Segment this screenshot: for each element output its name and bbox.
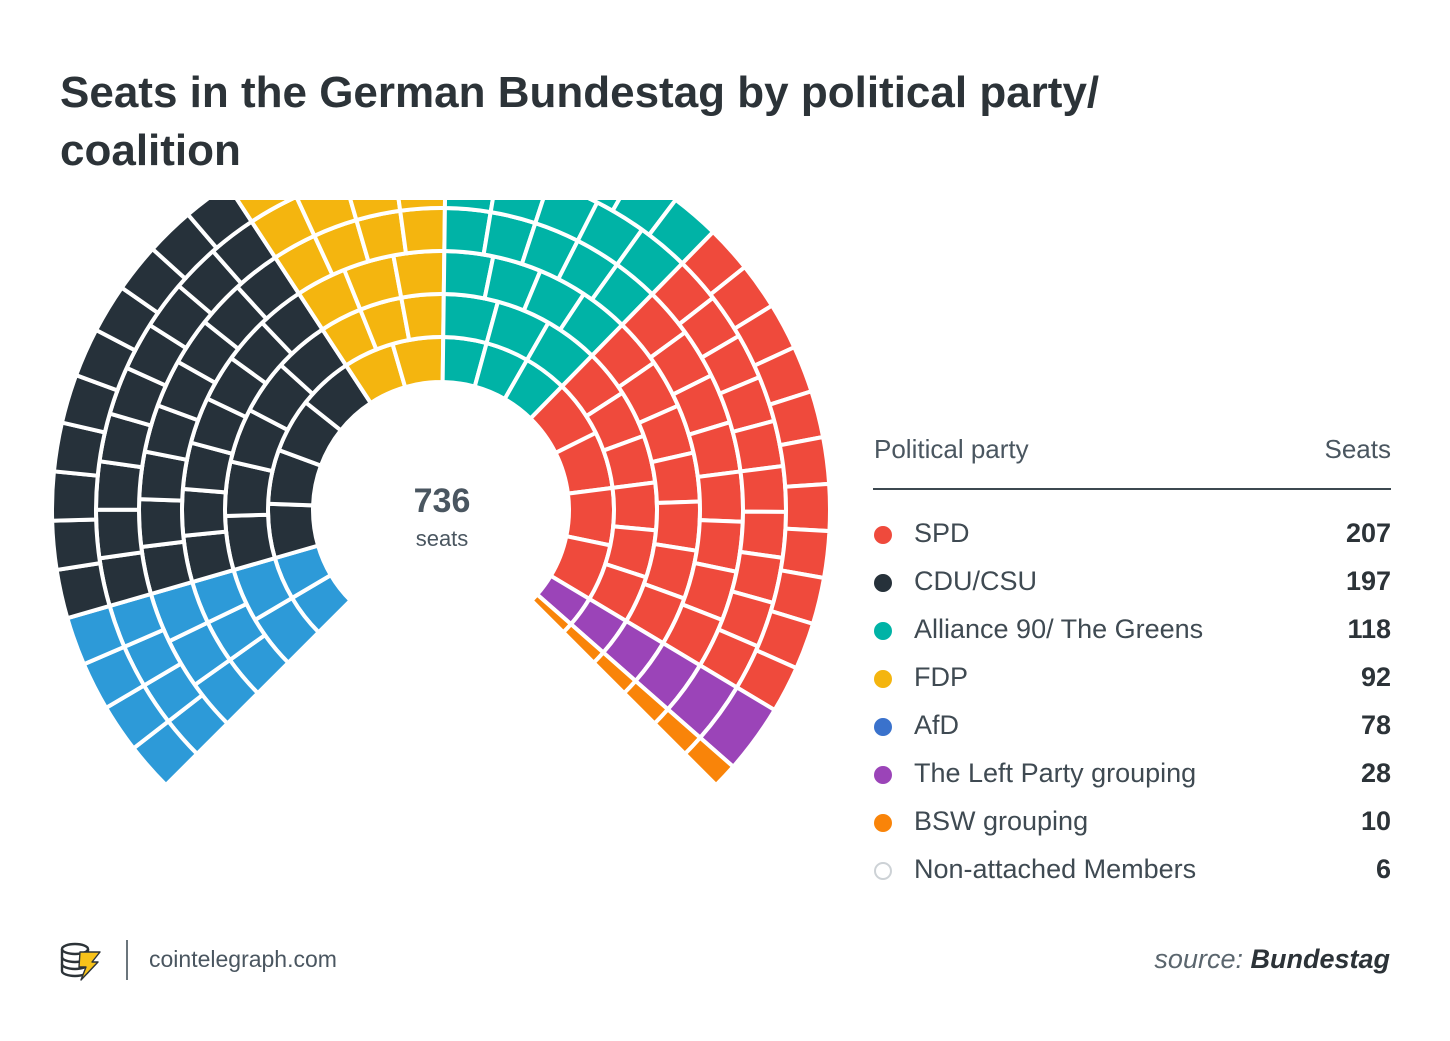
legend-row: The Left Party grouping 28 xyxy=(873,756,1391,804)
legend-seat-count: 10 xyxy=(1360,806,1391,836)
seat-cell-cdu-csu xyxy=(50,469,100,523)
site-link[interactable]: cointelegraph.com xyxy=(149,946,337,972)
legend-seat-count: 92 xyxy=(1360,662,1391,692)
legend-seat-count: 6 xyxy=(1375,854,1391,884)
seat-cell-cdu-csu xyxy=(50,517,103,573)
legend-row: SPD 207 xyxy=(873,516,1391,564)
seat-cell-cdu-csu xyxy=(180,486,229,539)
seat-cell-spd xyxy=(783,481,832,534)
legend-seat-count: 28 xyxy=(1360,758,1391,788)
seat-cell-cdu-csu xyxy=(137,497,187,550)
seat-cell-spd xyxy=(695,469,745,524)
seats-column-header: Seats xyxy=(1324,434,1392,464)
seat-cell-cdu-csu xyxy=(54,560,113,621)
legend-swatch xyxy=(874,622,892,640)
seat-cell-bsw-grouping xyxy=(682,734,737,788)
legend-seat-count: 197 xyxy=(1345,566,1391,596)
legend-row: FDP 92 xyxy=(873,660,1391,708)
seat-cell-fdp xyxy=(284,200,295,204)
legend-party-name: The Left Party grouping xyxy=(914,758,1197,788)
seat-cell-cdu-csu xyxy=(93,458,145,512)
page-title: Seats in the German Bundestag by politic… xyxy=(60,68,1100,175)
footer-divider xyxy=(126,940,128,980)
legend-seat-count: 207 xyxy=(1345,518,1391,548)
legend-party-name: Non-attached Members xyxy=(914,854,1197,884)
seat-cell-fdp xyxy=(396,200,448,214)
cointelegraph-logo-icon xyxy=(60,942,101,981)
legend-table: Political party Seats SPD 207 CDU/CSU 197 Al… xyxy=(873,428,1391,900)
legend-party-name: SPD xyxy=(914,518,970,548)
legend-swatch xyxy=(874,718,892,736)
parliament-chart: 736 seats xyxy=(0,200,880,920)
party-column-header: Political party xyxy=(874,434,1029,464)
legend-party-name: BSW grouping xyxy=(914,806,1089,836)
seat-cell-spd xyxy=(649,450,702,506)
seat-cell-spd xyxy=(738,463,788,514)
legend-row: BSW grouping 10 xyxy=(873,804,1391,852)
chart-svg xyxy=(50,200,832,788)
legend-swatch xyxy=(874,814,892,832)
legend-swatch xyxy=(874,670,892,688)
legend-party-name: AfD xyxy=(914,710,960,740)
seat-cell-spd xyxy=(777,434,832,489)
source-prefix: source: xyxy=(1154,944,1243,974)
legend-rows: SPD 207 CDU/CSU 197 Alliance 90/ The Greens 1… xyxy=(873,516,1391,900)
legend-party-name: Alliance 90/ The Greens xyxy=(914,614,1204,644)
legend-swatch xyxy=(874,526,892,544)
legend-swatch xyxy=(874,574,892,592)
legend-seat-count: 78 xyxy=(1360,710,1391,740)
legend-swatch xyxy=(874,862,892,880)
legend-swatch xyxy=(874,766,892,784)
source-credit: source: Bundestag xyxy=(1154,944,1390,975)
source-name: Bundestag xyxy=(1250,944,1390,974)
total-seats-value: 736 xyxy=(413,482,471,520)
total-seats-unit: seats xyxy=(415,526,469,551)
legend-party-name: FDP xyxy=(914,662,968,692)
seat-cell-spd xyxy=(610,480,659,533)
seat-cell-fdp xyxy=(397,206,447,256)
legend-row: Alliance 90/ The Greens 118 xyxy=(873,612,1391,660)
legend-row: AfD 78 xyxy=(873,708,1391,756)
legend-header: Political party Seats xyxy=(873,428,1391,490)
legend-row: Non-attached Members 6 xyxy=(873,852,1391,900)
legend-row: CDU/CSU 197 xyxy=(873,564,1391,612)
legend-party-name: CDU/CSU xyxy=(914,566,1038,596)
seat-cell-fdp xyxy=(398,292,446,343)
seat-cell-fdp xyxy=(391,249,447,301)
seat-cell-cdu-csu xyxy=(93,507,145,561)
legend-seat-count: 118 xyxy=(1347,614,1391,644)
